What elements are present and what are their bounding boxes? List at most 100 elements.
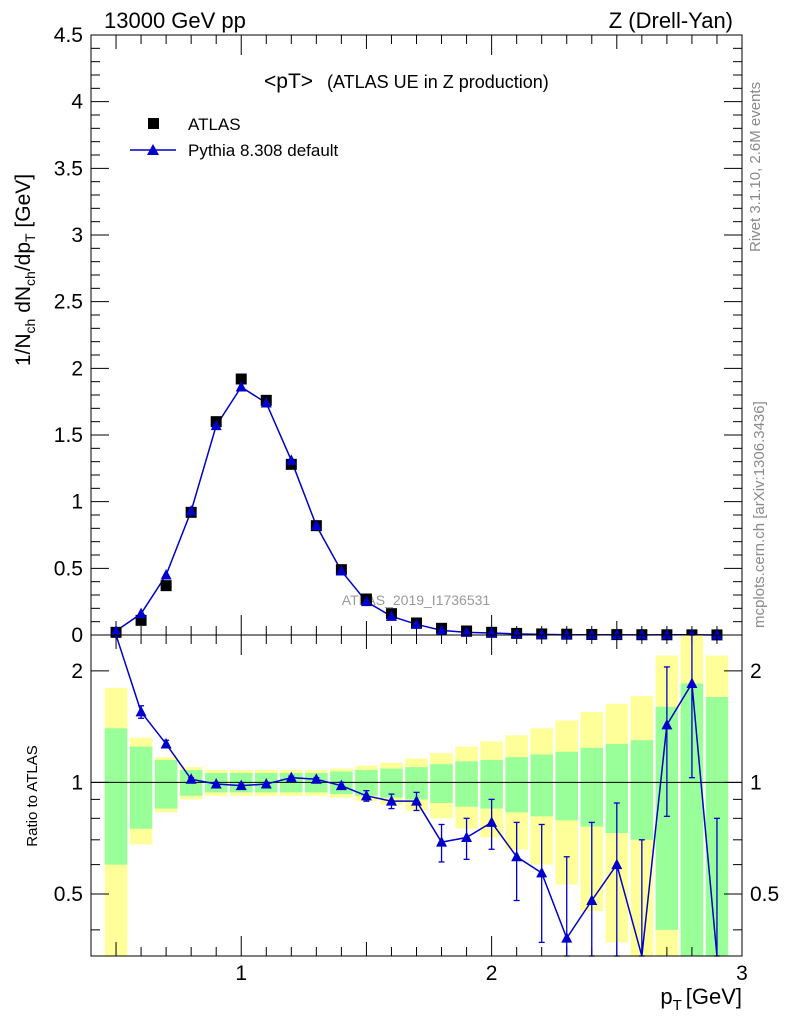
ratio-point [686, 677, 698, 688]
ratio-band-inner [655, 706, 679, 930]
x-axis-label: pT [GeV] [660, 984, 742, 1014]
ratio-point [461, 831, 473, 843]
ratio-band-inner [455, 761, 478, 807]
main-ylabel: 1/Nch dNch/dpT [GeV] [12, 174, 38, 366]
ratio-point [536, 866, 548, 878]
main-plot-panel: ATLAS_2019_I1736531 0 0.5 1 1.5 2 2.5 3 3.5 4 4.5 [54, 24, 743, 647]
pythia-point [461, 626, 473, 637]
ratio-point [561, 932, 573, 943]
ratio-band-inner [104, 728, 128, 865]
pythia-point [210, 419, 222, 431]
pythia-point [436, 624, 448, 635]
side-text-bottom: mcplots.cern.ch [arXiv:1306.3436] [751, 401, 768, 628]
main-ytick-label: 3.5 [54, 157, 83, 180]
ratio-point [185, 773, 197, 784]
main-ytick-label: 2.5 [54, 291, 83, 314]
pythia-point [511, 627, 523, 639]
pythia-point [135, 607, 147, 619]
ratio-band-inner [555, 751, 578, 821]
ratio-point [285, 771, 297, 783]
ratio-point [360, 789, 372, 801]
ratio-band-inner [605, 743, 629, 834]
main-ylabel-sub3: T [22, 233, 38, 242]
ratio-band-inner [154, 759, 178, 809]
ratio-band-inner [380, 768, 403, 798]
ratio-frame [90, 634, 743, 957]
ratio-point [411, 795, 422, 806]
xlabel-main: p [660, 984, 672, 1009]
main-ylabel-sub2: ch [22, 271, 38, 286]
ratio-band-inner [355, 770, 378, 796]
pythia-point [285, 454, 297, 465]
ratio-ytick-label-right: 2 [750, 660, 762, 683]
ratio-band-inner [580, 747, 604, 827]
main-ytick-label: 1 [71, 491, 83, 514]
pythia-point [711, 628, 723, 640]
main-ytick-label: 0 [71, 624, 83, 647]
main-ytick-label: 3 [71, 224, 83, 247]
ratio-point [160, 737, 172, 749]
pythia-point [636, 628, 648, 640]
atlas-point [235, 373, 247, 385]
ratio-band-inner [480, 759, 503, 809]
main-ytick-label: 4.5 [54, 24, 83, 47]
ratio-band-inner [630, 740, 654, 840]
pythia-point [360, 595, 372, 607]
xlabel-sub: T [673, 997, 682, 1014]
ratio-band-inner [530, 754, 553, 817]
title-main: <pT> [264, 70, 313, 93]
main-ylabel-dp: /dp [12, 242, 35, 271]
ratio-band-inner [505, 757, 528, 813]
ratio-band-inner [430, 764, 453, 803]
ratio-ylabel: Ratio to ATLAS [24, 745, 41, 846]
ratio-point [310, 773, 322, 784]
plot-subtitle: (ATLAS UE in Z production) [327, 72, 549, 92]
pythia-point [260, 397, 272, 408]
pythia-point [235, 381, 247, 392]
pythia-point [160, 569, 172, 580]
pythia-point [536, 628, 548, 639]
ratio-ytick-label-right: 0.5 [750, 883, 779, 906]
main-ylabel-main: 1/N [12, 333, 35, 366]
atlas-point [135, 614, 147, 626]
ratio-point [235, 779, 247, 791]
pythia-point [110, 625, 122, 636]
watermark: ATLAS_2019_I1736531 [342, 592, 491, 608]
ratio-ytick-label: 0.5 [54, 883, 83, 906]
main-ylabel-sub1: ch [22, 319, 38, 334]
main-ylabel-mid: dN [12, 286, 35, 319]
pythia-point [561, 628, 573, 640]
ratio-plot-panel: 1 2 3 0.5 0.5 1 1 2 2 [54, 634, 779, 985]
pythia-point [310, 519, 322, 531]
pythia-point [411, 618, 422, 629]
legend-label-atlas: ATLAS [188, 115, 241, 134]
ratio-point [260, 778, 272, 789]
ratio-point [335, 779, 347, 791]
xlabel-unit: [GeV] [686, 984, 742, 1009]
ratio-point [586, 894, 598, 906]
ratio-point [661, 718, 673, 730]
pythia-point [661, 628, 673, 640]
main-ytick-label: 4 [71, 91, 83, 114]
pythia-point [185, 505, 197, 516]
ratio-ytick-label-right: 1 [750, 771, 762, 794]
ratio-point [385, 795, 397, 806]
ratio-ytick-label: 1 [71, 771, 83, 794]
pythia-point [611, 628, 623, 640]
atlas-point [160, 580, 172, 592]
side-text-top: Rivet 3.1.10, 2.6M events [747, 82, 764, 252]
ratio-point [436, 836, 448, 847]
main-ytick-label: 2 [71, 357, 83, 380]
legend-label-pythia: Pythia 8.308 default [188, 141, 339, 160]
main-ylabel-text: 1/Nch dNch/dpT [GeV] [12, 174, 38, 366]
legend-marker-pythia [147, 144, 159, 155]
header-left: 13000 GeV pp [104, 8, 246, 33]
main-ytick-label: 0.5 [54, 557, 83, 580]
ratio-band-inner [405, 767, 428, 800]
ratio-band-inner [129, 746, 153, 829]
xtick-label: 2 [486, 962, 498, 985]
pythia-point [586, 628, 598, 640]
main-ytick-label: 1.5 [54, 424, 83, 447]
ratio-point [611, 858, 623, 870]
